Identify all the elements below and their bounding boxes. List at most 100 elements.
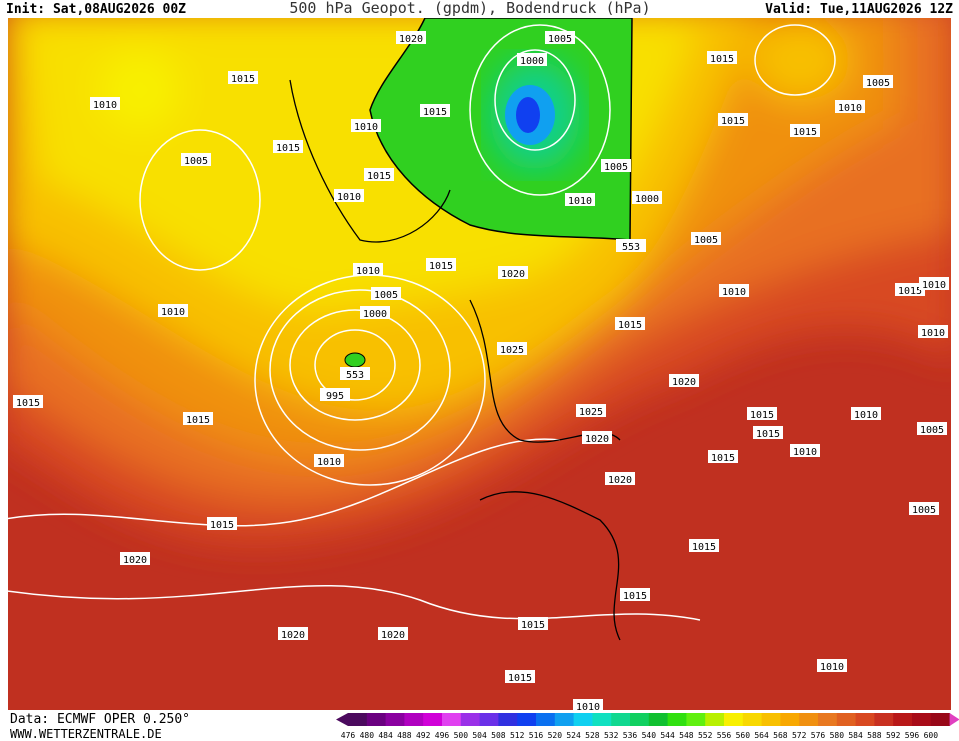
colorbar-label: 492 — [416, 731, 431, 740]
isobar-label-box — [360, 306, 390, 319]
isobar-label-box — [669, 374, 699, 387]
colorbar-cell — [611, 713, 631, 726]
colorbar-label: 524 — [566, 731, 581, 740]
isobar-label: 1015 — [756, 429, 780, 440]
isobar-label-box — [320, 388, 350, 401]
colorbar-label: 568 — [773, 731, 788, 740]
isobar-label: 1000 — [635, 194, 659, 205]
colorbar-cell — [404, 713, 424, 726]
isobar-label: 1015 — [692, 542, 716, 553]
colorbar-arrow-left — [336, 713, 348, 726]
colorbar-arrow-right — [949, 713, 959, 726]
isobar-label: 1020 — [399, 34, 423, 45]
isobar-label-box — [334, 189, 364, 202]
data-source: Data: ECMWF OPER 0.250° — [10, 712, 190, 727]
colorbar-cell — [385, 713, 405, 726]
isobar-label: 1010 — [93, 100, 117, 111]
isobar-label-box — [917, 422, 947, 435]
isobar-label: 1015 — [521, 620, 545, 631]
isobar-label-box — [895, 283, 925, 296]
colorbar-cell — [592, 713, 612, 726]
isobar-label: 1010 — [793, 447, 817, 458]
colorbar-cell — [930, 713, 951, 726]
isobar-label: 1025 — [579, 407, 603, 418]
isobar-label: 1010 — [838, 103, 862, 114]
isobar-label-box — [753, 426, 783, 439]
isobar-label-box — [790, 444, 820, 457]
isobar-label: 1015 — [186, 415, 210, 426]
isobar-label: 1005 — [184, 156, 208, 167]
isobar-label-box — [340, 367, 370, 380]
colorbar-label: 476 — [341, 731, 356, 740]
colorbar-cell — [648, 713, 669, 726]
isobar-label-box — [863, 75, 893, 88]
isobar-label-box — [228, 71, 258, 84]
colorbar-cell — [442, 713, 462, 726]
isobar-label: 1020 — [672, 377, 696, 388]
isobar-label-box — [505, 670, 535, 683]
colorbar-label: 600 — [924, 731, 939, 740]
isobar-label: 553 — [622, 242, 640, 253]
isobar-label-box — [817, 659, 847, 672]
isobar-label: 1010 — [337, 192, 361, 203]
colorbar-label: 552 — [698, 731, 713, 740]
isobar-label-box — [13, 395, 43, 408]
colorbar-label: 500 — [454, 731, 469, 740]
colorbar-cell — [780, 713, 800, 726]
isobar-label-box — [371, 287, 401, 300]
isobar-label: 1010 — [722, 287, 746, 298]
colorbar-label: 576 — [811, 731, 826, 740]
isobar-label-box — [615, 317, 645, 330]
isobar-labels: 1020 1005 1000 1015 1015 1005 1010 1015 1010 1010… — [13, 31, 949, 713]
colorbar-label: 520 — [548, 731, 563, 740]
isobar-label: 1005 — [912, 505, 936, 516]
isobar-label: 1005 — [374, 290, 398, 301]
colorbar-cell — [761, 713, 781, 726]
isobar-label: 1015 — [423, 107, 447, 118]
isobar-label-box — [426, 258, 456, 271]
colorbar-cell — [479, 713, 499, 726]
colorbar-label: 564 — [754, 731, 769, 740]
colorbar-label: 508 — [491, 731, 506, 740]
isobar-label: 1020 — [585, 434, 609, 445]
isobar-label: 1015 — [367, 171, 391, 182]
isobar-label-box — [582, 431, 612, 444]
isobar-label-box — [689, 539, 719, 552]
colorbar-cell — [423, 713, 443, 726]
isobar-label: 1005 — [604, 162, 628, 173]
isobar-label: 1015 — [710, 54, 734, 65]
colorbar-cell — [874, 713, 894, 726]
colorbar-cell — [366, 713, 387, 726]
colorbar-cell — [573, 713, 593, 726]
isobar-label-box — [790, 124, 820, 137]
isobar-label: 1015 — [721, 116, 745, 127]
isobar-label-box — [719, 284, 749, 297]
isobar-label-box — [378, 627, 408, 640]
isobar-label: 1020 — [608, 475, 632, 486]
colorbar-label: 580 — [830, 731, 845, 740]
isobar-label: 1010 — [921, 328, 945, 339]
colorbar-cell — [460, 713, 481, 726]
colorbar-cell — [536, 713, 556, 726]
isobar-label: 1020 — [381, 630, 405, 641]
isobar-label: 1015 — [508, 673, 532, 684]
colorbar-label: 540 — [642, 731, 657, 740]
isobar-label-box — [918, 325, 948, 338]
isobar-label-box — [601, 159, 631, 172]
isobar-label-box — [632, 191, 662, 204]
isobar-label: 1015 — [898, 286, 922, 297]
colorbar-label: 588 — [867, 731, 882, 740]
isobar-label: 1020 — [281, 630, 305, 641]
colorbar-cell — [630, 713, 650, 726]
isobar-label-box — [565, 193, 595, 206]
isobar-label-box — [498, 266, 528, 279]
isobar-label: 1010 — [576, 702, 600, 713]
colorbar-cell — [705, 713, 725, 726]
colorbar-label: 592 — [886, 731, 901, 740]
isobar-label-box — [351, 119, 381, 132]
isobar-label-box — [183, 412, 213, 425]
colorbar-label: 572 — [792, 731, 807, 740]
colorbar-label: 528 — [585, 731, 600, 740]
isobar-label-box — [620, 588, 650, 601]
